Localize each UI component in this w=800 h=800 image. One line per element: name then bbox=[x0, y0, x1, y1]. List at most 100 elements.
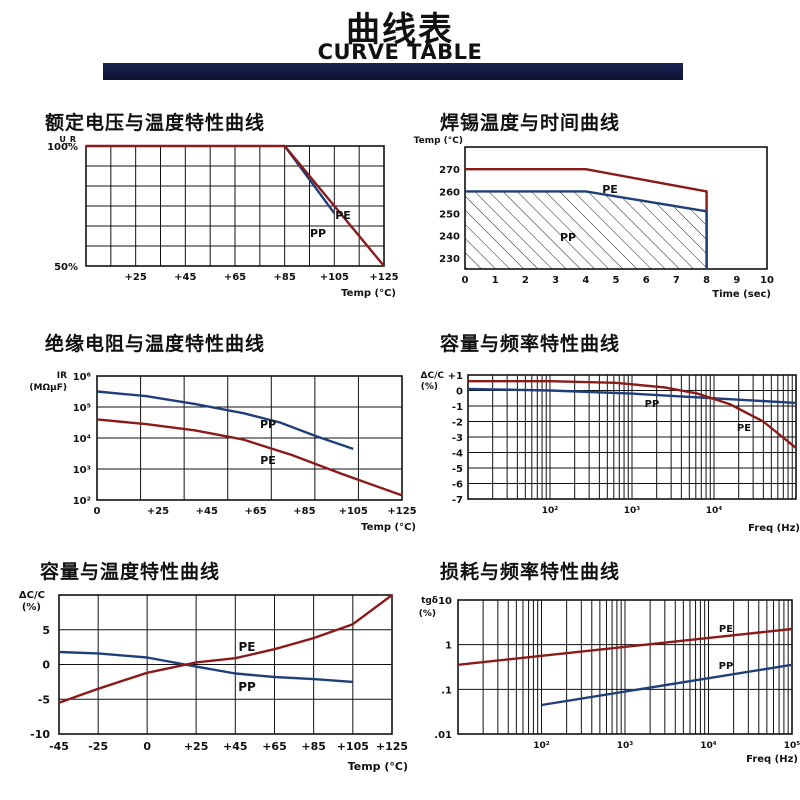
x-tick-label: 10³ bbox=[624, 506, 641, 516]
x-tick-label: +105 bbox=[337, 740, 369, 753]
series-line-pe bbox=[58, 594, 393, 704]
y-tick-label: 0 bbox=[42, 659, 50, 672]
page-subtitle: CURVE TABLE bbox=[317, 40, 483, 64]
x-axis-label: Freq (Hz) bbox=[746, 754, 798, 765]
x-tick-label: 10 bbox=[760, 275, 774, 286]
x-axis-label: Time (sec) bbox=[712, 289, 771, 300]
series-area-pp bbox=[465, 191, 707, 269]
y-tick-label: 240 bbox=[439, 232, 460, 243]
x-tick-label: 6 bbox=[643, 275, 650, 286]
page-title: 曲线表 bbox=[346, 10, 454, 50]
x-tick-label: 8 bbox=[703, 275, 710, 286]
x-tick-label: +85 bbox=[301, 740, 326, 753]
y-tick-label: 50% bbox=[54, 262, 78, 273]
y-axis-label: (%) bbox=[421, 382, 438, 392]
y-axis-label: (%) bbox=[419, 609, 436, 619]
x-tick-label: 0 bbox=[462, 275, 469, 286]
x-axis-label: Freq (Hz) bbox=[748, 523, 800, 534]
series-label-pp: PP bbox=[645, 399, 660, 410]
y-tick-label: 0 bbox=[456, 387, 463, 398]
x-tick-label: 10⁴ bbox=[706, 506, 723, 516]
series-label-pp: PP bbox=[560, 231, 576, 244]
x-tick-label: +105 bbox=[320, 272, 349, 283]
y-axis-label: (MΩμF) bbox=[29, 383, 67, 393]
series-line-pe bbox=[96, 418, 403, 497]
y-axis-label: IR bbox=[57, 371, 67, 381]
x-tick-label: +125 bbox=[387, 506, 416, 517]
x-tick-label: +45 bbox=[223, 740, 248, 753]
y-tick-label: +1 bbox=[448, 371, 463, 382]
y-tick-label: 270 bbox=[439, 165, 460, 176]
y-axis-label: Temp (°C) bbox=[414, 136, 463, 146]
x-tick-label: -45 bbox=[49, 740, 69, 753]
y-tick-label: .1 bbox=[441, 685, 452, 696]
x-tick-label: +45 bbox=[174, 272, 196, 283]
chart-title-solder-time: 焊锡温度与时间曲线 bbox=[440, 112, 621, 134]
x-tick-label: +65 bbox=[224, 272, 246, 283]
x-tick-label: 10² bbox=[533, 741, 550, 751]
series-line-pp bbox=[465, 190, 708, 269]
y-tick-label: -1 bbox=[452, 402, 463, 413]
x-axis-label: Temp (°C) bbox=[348, 760, 408, 773]
y-axis-label: U_R bbox=[59, 135, 76, 144]
plot-frame bbox=[467, 374, 797, 500]
y-tick-label: -10 bbox=[30, 728, 50, 741]
x-axis-label: Temp (°C) bbox=[361, 522, 416, 533]
series-label-pe: PE bbox=[260, 454, 276, 467]
chart-title-voltage-temp: 额定电压与温度特性曲线 bbox=[45, 112, 266, 134]
x-tick-label: +25 bbox=[147, 506, 169, 517]
x-tick-label: +25 bbox=[184, 740, 209, 753]
y-tick-label: -6 bbox=[452, 480, 463, 491]
x-tick-label: 4 bbox=[582, 275, 589, 286]
y-tick-label: .01 bbox=[434, 730, 452, 741]
y-axis-label: ΔC/C bbox=[421, 371, 445, 381]
x-tick-label: 1 bbox=[492, 275, 499, 286]
x-tick-label: 5 bbox=[613, 275, 620, 286]
y-tick-label: 10⁴ bbox=[73, 434, 91, 445]
y-tick-label: -2 bbox=[452, 418, 463, 429]
x-tick-label: +65 bbox=[262, 740, 287, 753]
chart-title-ir-temp: 绝缘电阻与温度特性曲线 bbox=[45, 333, 266, 355]
series-line-pp bbox=[541, 663, 793, 707]
y-axis-label: (%) bbox=[22, 602, 41, 613]
y-axis-label: tgδ bbox=[421, 596, 438, 606]
y-tick-label: -4 bbox=[452, 449, 463, 460]
x-tick-label: 0 bbox=[143, 740, 151, 753]
series-label-pe: PE bbox=[602, 183, 618, 196]
chart-title-cap-temp: 容量与温度特性曲线 bbox=[40, 561, 221, 583]
chart-title-cap-freq: 容量与频率特性曲线 bbox=[440, 333, 621, 355]
x-tick-label: +45 bbox=[196, 506, 218, 517]
plot-frame bbox=[96, 375, 403, 501]
y-tick-label: 10² bbox=[73, 496, 91, 507]
series-label-pp: PP bbox=[719, 661, 734, 672]
x-tick-label: 7 bbox=[673, 275, 680, 286]
x-tick-label: 10³ bbox=[617, 741, 634, 751]
series-line-pe bbox=[468, 380, 797, 449]
x-tick-label: +25 bbox=[125, 272, 147, 283]
x-axis-label: Temp (°C) bbox=[341, 288, 396, 299]
y-tick-label: -7 bbox=[452, 495, 463, 506]
x-tick-label: 10⁴ bbox=[700, 741, 717, 751]
y-tick-label: 230 bbox=[439, 254, 460, 265]
chart-title-loss-freq: 损耗与频率特性曲线 bbox=[440, 561, 621, 583]
series-line-pe bbox=[457, 627, 793, 666]
y-tick-label: 5 bbox=[42, 624, 50, 637]
series-label-pe: PE bbox=[335, 209, 351, 222]
y-tick-label: 100% bbox=[47, 142, 78, 153]
series-line-pp bbox=[96, 390, 354, 451]
series-line-pp bbox=[467, 387, 797, 405]
x-tick-label: 2 bbox=[522, 275, 529, 286]
y-tick-label: -3 bbox=[452, 433, 463, 444]
x-tick-label: +65 bbox=[244, 506, 266, 517]
series-label-pe: PE bbox=[737, 423, 751, 434]
series-line-pe bbox=[86, 144, 385, 267]
x-tick-label: +125 bbox=[369, 272, 398, 283]
x-tick-label: 0 bbox=[94, 506, 101, 517]
plot-frame bbox=[58, 594, 393, 735]
y-tick-label: 10⁶ bbox=[73, 372, 91, 383]
series-line-pp bbox=[58, 650, 353, 684]
x-tick-label: -25 bbox=[88, 740, 108, 753]
plot-frame bbox=[457, 599, 793, 735]
x-tick-label: 3 bbox=[552, 275, 559, 286]
